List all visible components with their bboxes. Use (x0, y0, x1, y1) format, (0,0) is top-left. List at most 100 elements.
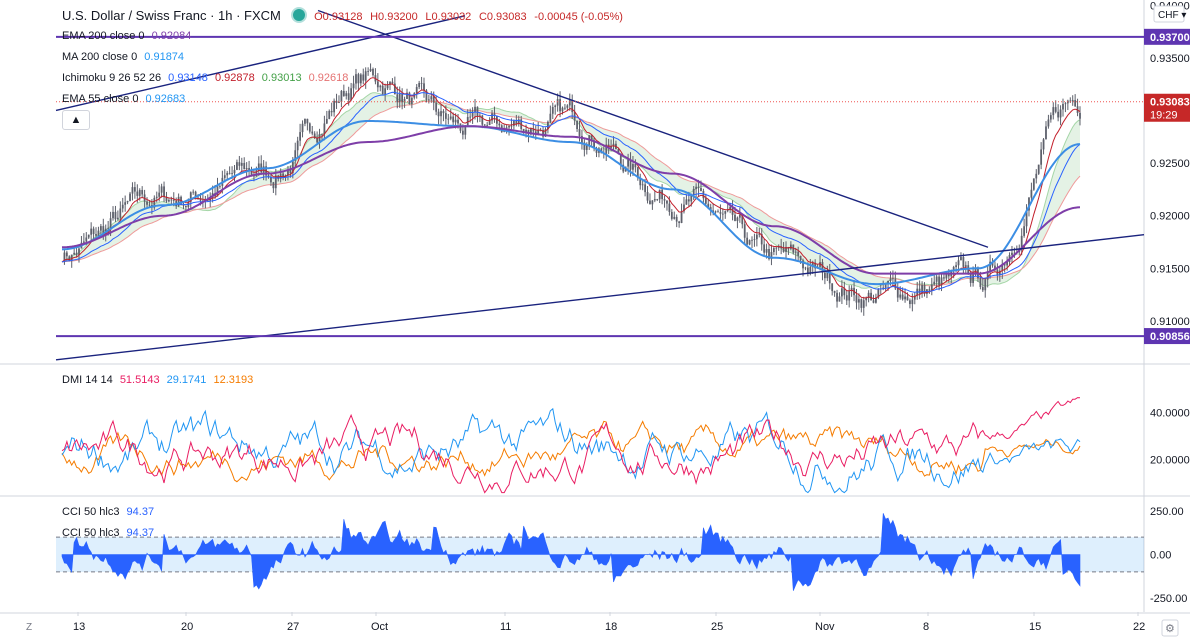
price-tick-label: 0.93500 (1150, 53, 1190, 65)
candle-body (488, 120, 491, 126)
candle-body (687, 199, 690, 202)
candle-body (940, 277, 943, 286)
candle-body (622, 164, 625, 172)
candle-body (1037, 164, 1040, 174)
ema200-legend[interactable]: EMA 200 close 0 0.92084 (62, 30, 195, 42)
candle-body (333, 100, 336, 113)
candle-body (1040, 149, 1043, 165)
candle-body (1035, 173, 1038, 179)
candle-body (384, 88, 387, 95)
candle-body (860, 299, 863, 308)
ichimoku-label: Ichimoku 9 26 52 26 (62, 72, 162, 84)
candle-body (697, 186, 700, 188)
candle-body (819, 262, 821, 267)
candle-body (685, 199, 688, 205)
kijun-line (61, 91, 1081, 293)
candle-body (372, 68, 374, 76)
candle-body (814, 262, 817, 269)
candle-body (362, 74, 365, 81)
candle-body (1013, 252, 1016, 254)
candle-body (913, 295, 916, 300)
candle-body (741, 214, 744, 225)
candle-body (525, 129, 527, 132)
level-bottom-tag (1144, 328, 1190, 345)
candle-body (695, 186, 698, 189)
candle-body (918, 288, 921, 294)
ema55-legend[interactable]: EMA 55 close 0 0.92683 (62, 93, 189, 105)
ichimoku-v2: 0.92878 (214, 72, 255, 84)
candle-body (350, 88, 353, 100)
candle-body (661, 189, 664, 200)
candle-body (789, 244, 792, 249)
candle-body (960, 257, 962, 261)
cci-label: CCI 50 hlc3 (62, 527, 120, 539)
cci-legend-2[interactable]: CCI 50 hlc3 94.37 (62, 527, 158, 539)
candle-body (867, 292, 870, 298)
dmi-tick-label: 20.0000 (1150, 455, 1190, 467)
candle-body (542, 129, 544, 137)
candle-body (420, 82, 423, 84)
chevron-up-icon: ▲ (70, 114, 82, 126)
last-price-tag (1144, 93, 1190, 122)
candle-body (219, 185, 221, 187)
symbol-title[interactable]: U.S. Dollar / Swiss Franc · 1h · FXCM (62, 8, 281, 23)
candle-body (806, 267, 809, 274)
candle-body (964, 265, 967, 267)
candle-body (743, 224, 746, 238)
candle-body (1079, 112, 1081, 119)
candle-body (109, 218, 112, 228)
candle-body (962, 257, 965, 267)
candle-body (367, 71, 370, 72)
candle-body (729, 206, 732, 211)
zoom-icon: Z (26, 622, 32, 633)
candle-body (670, 211, 673, 219)
candle-body (738, 214, 741, 218)
candle-body (369, 68, 372, 72)
candle-body (291, 160, 294, 174)
candle-body (296, 140, 299, 151)
candle-body (471, 111, 474, 117)
candle-body (522, 128, 525, 132)
cci-value: 94.37 (126, 527, 155, 539)
ma200-value: 0.91874 (144, 51, 185, 63)
candle-body (840, 288, 843, 297)
candle-body (483, 124, 486, 126)
candle-body (855, 295, 858, 303)
candle-body (593, 141, 595, 149)
candle-body (129, 193, 131, 202)
candle-body (989, 261, 992, 272)
candle-body (921, 285, 923, 294)
candle-body (979, 278, 982, 287)
candle-body (304, 118, 306, 124)
candle-body (967, 265, 970, 275)
candle-body (70, 254, 73, 261)
dmi-legend[interactable]: DMI 14 14 51.5143 29.1741 12.3193 (62, 374, 257, 386)
candle-body (245, 168, 248, 170)
time-tick-label: 20 (181, 621, 193, 633)
candle-body (379, 85, 382, 88)
candle-body (240, 162, 243, 166)
candle-body (549, 113, 552, 122)
candle-body (306, 118, 309, 124)
candle-body (826, 271, 829, 279)
ma200-legend[interactable]: MA 200 close 0 0.91874 (62, 51, 188, 63)
ichimoku-legend[interactable]: Ichimoku 9 26 52 26 0.93148 0.92878 0.93… (62, 72, 352, 84)
candle-body (124, 202, 127, 205)
candle-body (794, 251, 797, 253)
cci-legend-1[interactable]: CCI 50 hlc3 94.37 (62, 506, 158, 518)
candle-body (892, 278, 894, 280)
candle-body (870, 292, 872, 301)
candle-body (571, 100, 574, 113)
candle-body (627, 159, 629, 167)
candle-body (228, 172, 231, 174)
candle-body (517, 119, 520, 125)
time-tick-label: 27 (287, 621, 299, 633)
candle-body (850, 287, 853, 292)
collapse-legend-button[interactable]: ▲ (62, 110, 90, 130)
candle-body (386, 84, 389, 89)
candle-body (311, 131, 314, 134)
candle-body (680, 211, 683, 223)
candle-body (909, 300, 911, 305)
candle-body (267, 175, 270, 177)
